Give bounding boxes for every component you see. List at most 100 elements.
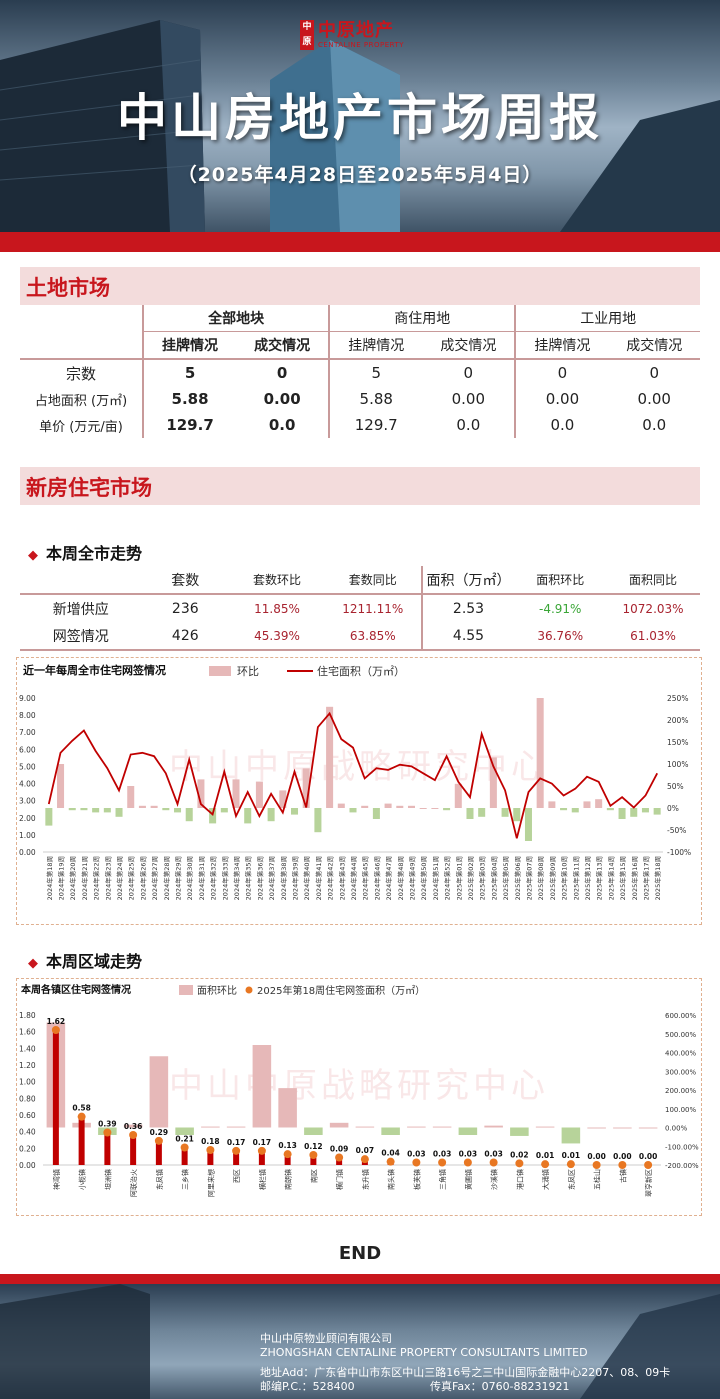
value-dot <box>489 1158 498 1167</box>
subhead: 成交情况 <box>608 331 700 360</box>
cell: 0.00 <box>514 386 609 412</box>
x-tick-label: 坦洲镇 <box>103 1169 112 1190</box>
x-tick-label: 西区 <box>233 1169 241 1183</box>
data-label: 0.03 <box>433 1150 452 1159</box>
y2-tick-label: 200.00% <box>665 1087 696 1095</box>
bar <box>244 808 252 824</box>
x-tick-label: 神湾镇 <box>52 1169 61 1190</box>
page-title: 中山房地产市场周报 <box>117 88 603 147</box>
cell: 0 <box>276 364 288 382</box>
data-label: 0.29 <box>150 1128 169 1137</box>
bar <box>291 808 299 815</box>
x-tick-label: 黄圃镇 <box>464 1169 473 1190</box>
y2-tick-label: -100.00% <box>665 1143 699 1151</box>
value-dot <box>309 1151 318 1159</box>
row-label: 宗数 <box>65 364 96 383</box>
y-tick-label: 4.00 <box>19 780 36 789</box>
bar <box>174 808 182 813</box>
x-tick-label: 2025年第11周 <box>571 856 580 900</box>
y-tick-label: 0.60 <box>19 1111 36 1120</box>
x-tick-label: 2024年第39周 <box>291 856 300 900</box>
value-dot <box>541 1160 550 1169</box>
bar <box>618 808 626 819</box>
x-tick-label: 2025年第02周 <box>466 856 475 900</box>
x-tick-label: 东凤区 <box>567 1169 576 1190</box>
bar <box>587 1127 606 1129</box>
bar <box>381 1127 400 1135</box>
value-dot <box>129 1131 138 1139</box>
bar <box>138 805 146 808</box>
footer-divider <box>0 1274 720 1284</box>
x-tick-label: 横门镇 <box>335 1169 344 1190</box>
cell: 0.00 <box>451 390 486 408</box>
value-dot <box>438 1158 447 1167</box>
logo-mark: 中原 <box>300 20 314 50</box>
y-tick-label: 1.20 <box>19 1061 36 1070</box>
x-tick-label: 2024年第50周 <box>419 856 428 900</box>
date-range: （2025年4月28日至2025年5月4日） <box>177 164 543 186</box>
bar <box>226 1126 246 1128</box>
bar <box>638 1127 658 1129</box>
cell: 63.85% <box>324 622 422 651</box>
cell: 5 <box>328 359 423 386</box>
bar <box>489 757 497 808</box>
x-tick-label: 2024年第41周 <box>314 856 323 900</box>
bar <box>583 801 591 808</box>
region-chart: 本周各镇区住宅网签情况 面积环比 2025年第18周住宅网签面积（万㎡） 中山中原战略… <box>16 978 702 1216</box>
x-tick-label: 沙溪镇 <box>490 1169 499 1190</box>
diamond-icon: ◆ <box>28 548 38 563</box>
subhead: 挂牌情况 <box>514 331 609 360</box>
data-label: 0.01 <box>562 1151 581 1160</box>
table-row: 网签情况 426 45.39% 63.85% 4.55 36.76% 61.03… <box>20 622 700 651</box>
header-divider <box>0 232 720 252</box>
x-tick-label: 东升镇 <box>361 1169 370 1190</box>
y2-tick-label: 200% <box>667 716 688 725</box>
value-bar <box>130 1135 137 1165</box>
cell: 0.0 <box>456 416 481 434</box>
value-dot <box>232 1146 241 1155</box>
address: 地址Add：广东省中山市东区中山三路16号之三中山国际金融中心2207、08、0… <box>260 1366 671 1379</box>
group-all-plots: 全部地块 <box>141 305 330 332</box>
x-tick-label: 小榄镇 <box>78 1169 87 1190</box>
value-dot <box>103 1128 112 1137</box>
cell: 4.55 <box>420 622 515 651</box>
x-tick-label: 古镇 <box>618 1169 627 1183</box>
y2-tick-label: 500.00% <box>665 1031 696 1039</box>
subhead: 挂牌情况 <box>141 331 237 360</box>
bar <box>432 1126 452 1128</box>
bar <box>232 779 240 808</box>
cell: 5.88 <box>328 386 423 412</box>
bar <box>329 1122 349 1128</box>
col-header: 面积同比 <box>606 566 700 595</box>
x-tick-label: 2024年第42周 <box>326 856 335 900</box>
cell: 0 <box>649 364 659 382</box>
x-tick-label: 2024年第18周 <box>45 856 54 900</box>
bar <box>396 805 404 808</box>
watermark: 中山中原战略研究中心 <box>169 747 549 787</box>
bar <box>653 808 661 815</box>
value-bar <box>181 1147 188 1165</box>
bar <box>80 808 88 811</box>
chart-title: 近一年每周全市住宅网签情况 <box>23 663 166 677</box>
bar <box>304 1127 323 1135</box>
value-dot <box>180 1143 189 1152</box>
col-header: 面积（万㎡） <box>420 566 515 595</box>
bar <box>123 1124 143 1128</box>
y2-tick-label: 600.00% <box>665 1012 696 1020</box>
x-tick-label: 2025年第05周 <box>501 856 510 900</box>
value-dot <box>463 1158 472 1167</box>
bar <box>45 808 53 826</box>
bar <box>185 808 193 822</box>
x-tick-label: 2024年第33周 <box>220 856 229 900</box>
bar <box>162 808 170 811</box>
bar <box>314 808 322 833</box>
land-section-header: 土地市场 <box>20 267 700 305</box>
y2-tick-label: 300.00% <box>665 1068 696 1076</box>
logo: 中原 中原地产 CENTALINE PROPERTY <box>300 16 404 54</box>
x-tick-label: 2024年第48周 <box>396 856 405 900</box>
logo-cn: 中原地产 <box>318 20 394 41</box>
y-tick-label: 7.00 <box>19 728 36 737</box>
col-header: 套数同比 <box>324 566 422 595</box>
bar <box>201 1126 220 1128</box>
x-tick-label: 2025年第06周 <box>513 856 522 900</box>
